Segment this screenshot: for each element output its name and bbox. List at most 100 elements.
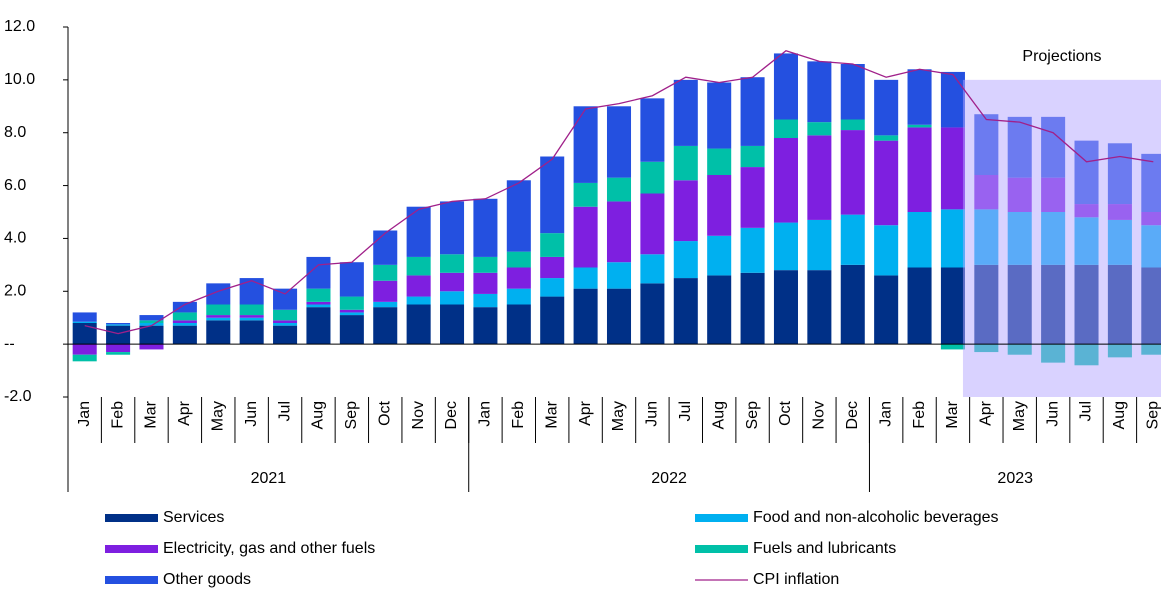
bar-segment — [306, 256, 331, 289]
bar-segment — [139, 315, 164, 321]
bar-segment — [940, 267, 965, 345]
bar-segment — [473, 272, 498, 294]
x-tick-label: May — [1011, 401, 1028, 431]
bar-segment — [673, 241, 698, 279]
x-tick-label: Feb — [911, 401, 928, 429]
bar-segment — [773, 53, 798, 120]
x-tick-label: Apr — [577, 400, 594, 426]
bar-segment — [172, 301, 197, 313]
bar-segment — [206, 315, 231, 318]
x-tick-label: Apr — [978, 400, 995, 426]
y-tick-label: 8.0 — [4, 124, 26, 141]
y-tick-label: 2.0 — [4, 283, 26, 300]
x-tick-label: Jul — [1078, 401, 1095, 421]
bar-segment — [673, 180, 698, 242]
bar-segment — [707, 275, 732, 345]
bar-segment — [707, 235, 732, 276]
bar-segment — [940, 344, 965, 350]
bar-segment — [72, 354, 97, 362]
bar-segment — [740, 77, 765, 146]
x-tick-label: Jun — [243, 401, 260, 427]
bar-segment — [440, 291, 465, 305]
bar-segment — [740, 145, 765, 168]
x-tick-label: Jan — [477, 401, 494, 427]
bar-segment — [907, 124, 932, 128]
bar-segment — [573, 182, 598, 207]
bar-segment — [640, 193, 665, 255]
bar-segment — [106, 344, 131, 353]
bar-segment — [72, 321, 97, 323]
bar-segment — [874, 275, 899, 345]
bar-segment — [440, 201, 465, 255]
bar-segment — [907, 267, 932, 345]
bar-segment — [540, 278, 565, 297]
x-tick-label: May — [610, 401, 627, 431]
bar-segment — [440, 272, 465, 292]
bar-segment — [473, 256, 498, 273]
bar-segment — [139, 325, 164, 345]
bar-segment — [339, 315, 364, 345]
bar-segment — [573, 106, 598, 183]
bar-segment — [907, 127, 932, 212]
bar-segment — [673, 278, 698, 345]
bar-segment — [940, 127, 965, 210]
bar-segment — [306, 304, 331, 308]
bar-segment — [773, 270, 798, 345]
bar-segment — [373, 230, 398, 265]
bar-segment — [874, 140, 899, 226]
bar-segment — [339, 309, 364, 313]
legend-label: Services — [163, 509, 224, 526]
bar-segment — [940, 71, 965, 128]
bar-segment — [606, 201, 632, 263]
bar-segment — [506, 304, 531, 345]
legend-label: Other goods — [163, 571, 251, 588]
bar-segment — [339, 312, 364, 316]
group-label: 2023 — [997, 470, 1033, 487]
bar-segment — [807, 122, 832, 136]
bar-segment — [540, 233, 565, 257]
bar-segment — [740, 227, 765, 273]
x-tick-label: Aug — [1111, 401, 1128, 429]
bar-segment — [172, 312, 197, 321]
x-tick-label: Dec — [844, 401, 861, 429]
bar-segment — [740, 272, 765, 345]
x-tick-label: Oct — [376, 400, 393, 425]
bar-segment — [807, 61, 832, 123]
bar-segment — [506, 288, 531, 305]
legend-swatch — [695, 545, 748, 553]
bar-segment — [373, 280, 398, 302]
bar-segment — [840, 130, 865, 215]
x-tick-label: Mar — [944, 400, 961, 428]
y-tick-label: -2.0 — [4, 388, 32, 405]
x-tick-label: Nov — [811, 401, 828, 429]
bar-segment — [239, 317, 264, 321]
bar-segment — [72, 344, 97, 355]
bar-segment — [540, 296, 565, 345]
bar-segment — [606, 262, 632, 289]
x-tick-label: Jan — [76, 401, 93, 427]
x-tick-label: May — [209, 401, 226, 431]
bar-segment — [172, 325, 197, 345]
bar-segment — [506, 180, 531, 252]
x-tick-label: Sep — [1145, 401, 1161, 430]
bar-segment — [907, 69, 932, 125]
x-tick-label: Jan — [877, 401, 894, 427]
legend-label: Electricity, gas and other fuels — [163, 540, 375, 557]
bar-segment — [406, 296, 431, 305]
bar-segment — [473, 307, 498, 345]
bar-segment — [406, 206, 431, 257]
bar-segment — [640, 98, 665, 162]
cpi-line — [84, 50, 1154, 335]
x-tick-label: Mar — [143, 400, 160, 428]
bar-segment — [239, 278, 264, 305]
legend-label: Fuels and lubricants — [753, 540, 896, 557]
bar-segment — [773, 138, 798, 223]
bar-segment — [606, 106, 632, 178]
bar-segment — [206, 283, 231, 305]
bar-segment — [506, 251, 531, 268]
bar-segment — [707, 148, 732, 175]
bar-segment — [273, 323, 298, 326]
bar-segment — [273, 309, 298, 321]
x-tick-label: Nov — [410, 401, 427, 429]
